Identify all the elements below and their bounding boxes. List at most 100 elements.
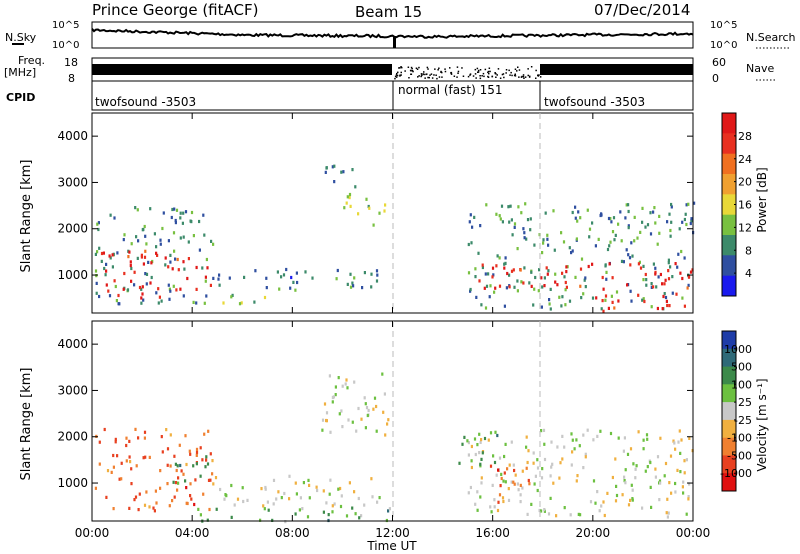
range-gate-cell	[481, 263, 484, 267]
range-gate-cell	[215, 507, 218, 511]
range-gate-cell	[192, 464, 195, 468]
colorbar-swatch	[722, 194, 736, 216]
range-gate-cell	[162, 211, 165, 215]
range-gate-cell	[644, 225, 647, 229]
range-gate-cell	[341, 425, 344, 429]
range-gate-cell	[676, 265, 679, 269]
noise-sky-trace	[91, 28, 694, 39]
range-gate-cell	[383, 209, 386, 213]
range-gate-cell	[498, 214, 501, 218]
range-gate-cell	[667, 258, 670, 262]
range-gate-cell	[608, 244, 611, 248]
range-gate-cell	[284, 520, 287, 524]
nave-tick-bottom: 0	[712, 72, 719, 85]
range-gate-cell	[532, 303, 535, 307]
range-gate-cell	[175, 468, 178, 473]
range-gate-cell	[141, 292, 144, 296]
y-tick-label: 3000	[57, 383, 88, 397]
nave-point	[444, 68, 446, 70]
range-gate-cell	[629, 498, 632, 502]
range-gate-cell	[662, 294, 665, 299]
range-gate-cell	[592, 479, 596, 483]
colorbar-tick-label: -25	[734, 414, 752, 427]
range-gate-cell	[493, 290, 496, 294]
range-gate-cell	[517, 488, 520, 492]
colorbar-tick-label: 1000	[724, 343, 752, 356]
range-gate-cell	[325, 166, 328, 170]
range-gate-cell	[607, 216, 611, 221]
range-gate-cell	[684, 212, 687, 216]
range-gate-cell	[324, 170, 327, 174]
nave-label: Nave	[746, 62, 774, 75]
range-gate-cell	[670, 205, 673, 209]
range-gate-cell	[576, 219, 579, 223]
range-gate-cell	[605, 277, 608, 281]
range-gate-cell	[645, 278, 648, 282]
range-gate-cell	[156, 253, 159, 257]
range-gate-cell	[565, 270, 568, 274]
range-gate-cell	[195, 453, 198, 457]
nave-point	[514, 73, 516, 75]
range-gate-cell	[556, 445, 559, 449]
range-gate-cell	[594, 244, 597, 248]
nave-point	[523, 77, 525, 79]
range-gate-cell	[160, 435, 163, 439]
range-gate-cell	[272, 478, 276, 482]
power-colorbar: 4 8 12 16 20 24 28	[721, 112, 752, 297]
range-gate-cell	[346, 282, 349, 286]
range-gate-cell	[621, 493, 624, 497]
range-gate-cell	[129, 460, 132, 464]
range-gate-cell	[302, 481, 305, 485]
nave-point	[513, 74, 516, 77]
range-gate-cell	[519, 500, 522, 504]
range-gate-cell	[678, 227, 681, 231]
range-gate-cell	[523, 266, 526, 270]
range-gate-cell	[549, 287, 552, 291]
range-gate-cell	[523, 231, 526, 235]
range-gate-cell	[144, 272, 147, 276]
range-gate-cell	[348, 481, 351, 485]
range-gate-cell	[209, 283, 212, 287]
range-gate-cell	[179, 463, 182, 468]
range-gate-cell	[584, 455, 587, 459]
range-gate-cell	[288, 474, 291, 478]
power-colorbar-label: Power [dB]	[755, 167, 769, 232]
range-gate-cell	[204, 275, 207, 279]
range-gate-cell	[661, 282, 664, 286]
range-gate-cell	[498, 284, 502, 288]
range-gate-cell	[159, 486, 162, 490]
range-gate-cell	[205, 294, 208, 298]
range-gate-cell	[166, 463, 169, 467]
range-gate-cell	[508, 285, 511, 289]
nave-point	[467, 75, 470, 78]
nave-point	[418, 75, 420, 77]
noise-panel-frame	[91, 21, 694, 49]
range-gate-cell	[663, 474, 666, 478]
range-gate-cell	[161, 226, 164, 231]
range-gate-cell	[591, 221, 594, 225]
range-gate-cell	[363, 271, 366, 275]
range-gate-cell	[468, 220, 471, 224]
range-gate-cell	[615, 484, 618, 488]
nave-point	[441, 76, 443, 78]
range-gate-cell	[333, 502, 336, 506]
range-gate-cell	[495, 264, 498, 268]
range-gate-cell	[327, 513, 330, 517]
range-gate-cell	[201, 458, 204, 462]
range-gate-cell	[635, 464, 638, 468]
range-gate-cell	[134, 427, 137, 431]
range-gate-cell	[469, 213, 472, 217]
range-gate-cell	[388, 507, 391, 511]
range-gate-cell	[183, 267, 186, 271]
power-yaxis: 1000 2000 3000 4000	[57, 129, 693, 282]
nave-point	[535, 77, 537, 79]
range-gate-cell	[329, 478, 332, 482]
velocity-colorbar: 1000 500 100 25 -25 -100 -500 -1000	[720, 330, 752, 492]
range-gate-cell	[365, 406, 369, 410]
range-gate-cell	[623, 436, 626, 440]
range-gate-cell	[375, 404, 378, 409]
range-gate-cell	[669, 234, 672, 238]
range-gate-cell	[672, 439, 675, 443]
range-gate-cell	[167, 239, 170, 243]
range-gate-cell	[195, 301, 198, 305]
